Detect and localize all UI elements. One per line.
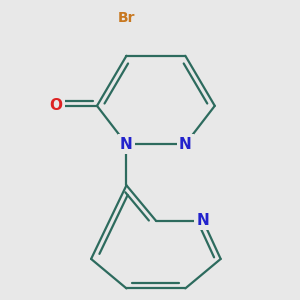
Text: O: O: [49, 98, 62, 113]
Text: N: N: [120, 136, 133, 152]
Text: N: N: [179, 136, 192, 152]
Text: Br: Br: [118, 11, 135, 25]
Text: N: N: [196, 213, 209, 228]
